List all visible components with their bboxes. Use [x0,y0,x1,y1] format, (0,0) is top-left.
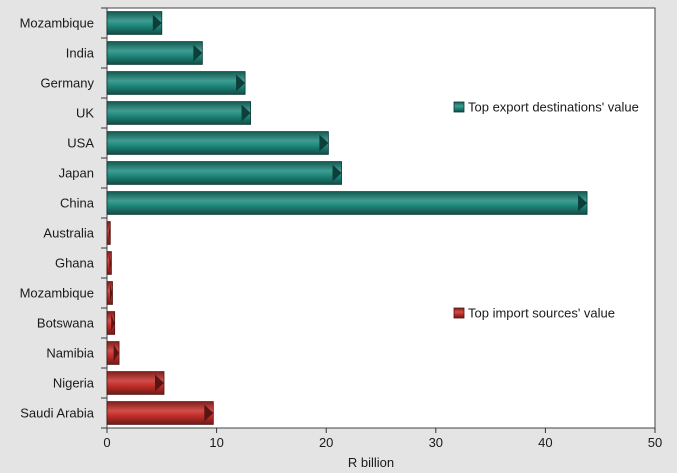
bar-india [106,41,203,65]
x-tick-label: 50 [648,435,662,450]
bar-end-cap [241,104,251,122]
bar-end-cap [113,344,120,362]
bar-end-cap [236,74,246,92]
bar-end-cap [332,164,342,182]
y-tick-label: Nigeria [53,376,95,391]
y-tick-label: China [60,196,95,211]
bars-layer [106,11,588,425]
legend-label: Top export destinations' value [468,100,639,115]
y-tick-label: Namibia [46,346,94,361]
y-tick-label: Germany [41,76,95,91]
plot-area [106,7,656,429]
bar-usa [106,131,329,155]
legend-swatch [453,101,465,113]
bar-end-cap [319,134,329,152]
bar-end-cap [578,194,588,212]
bar-japan [106,161,342,185]
bar-end-cap [111,314,115,332]
legend-item: Top export destinations' value [453,100,639,115]
y-tick-label: Mozambique [20,286,94,301]
axes-layer: Mozambique India Germany UK USA Japan China Aus… [20,7,662,450]
y-tick-label: Japan [59,166,94,181]
y-tick-label: USA [67,136,94,151]
bar-uk [106,101,251,125]
x-tick-label: 10 [209,435,223,450]
bar-end-cap [204,404,214,422]
legend-label: Top import sources' value [468,306,615,321]
bar-end-cap [108,224,111,242]
bar-china [106,191,588,215]
legend: Top export destinations' value Top import… [453,100,639,321]
legend-swatch [453,307,465,319]
y-tick-label: Saudi Arabia [20,406,94,421]
y-tick-label: Mozambique [20,16,94,31]
bar-germany [106,71,246,95]
x-tick-label: 20 [319,435,333,450]
legend-item: Top import sources' value [453,306,615,321]
bar-saudi-arabia [106,401,214,425]
x-tick-label: 40 [538,435,552,450]
y-tick-label: Botswana [37,316,95,331]
y-tick-label: Ghana [55,256,95,271]
y-tick-label: UK [76,106,94,121]
x-tick-label: 30 [429,435,443,450]
x-axis-title: R billion [348,455,394,470]
y-tick-label: Australia [43,226,94,241]
bar-end-cap [152,14,162,32]
bar-end-cap [109,254,112,272]
y-tick-label: India [66,46,95,61]
bar-end-cap [110,284,113,302]
bar-end-cap [193,44,203,62]
x-tick-label: 0 [103,435,110,450]
bar-end-cap [154,374,164,392]
